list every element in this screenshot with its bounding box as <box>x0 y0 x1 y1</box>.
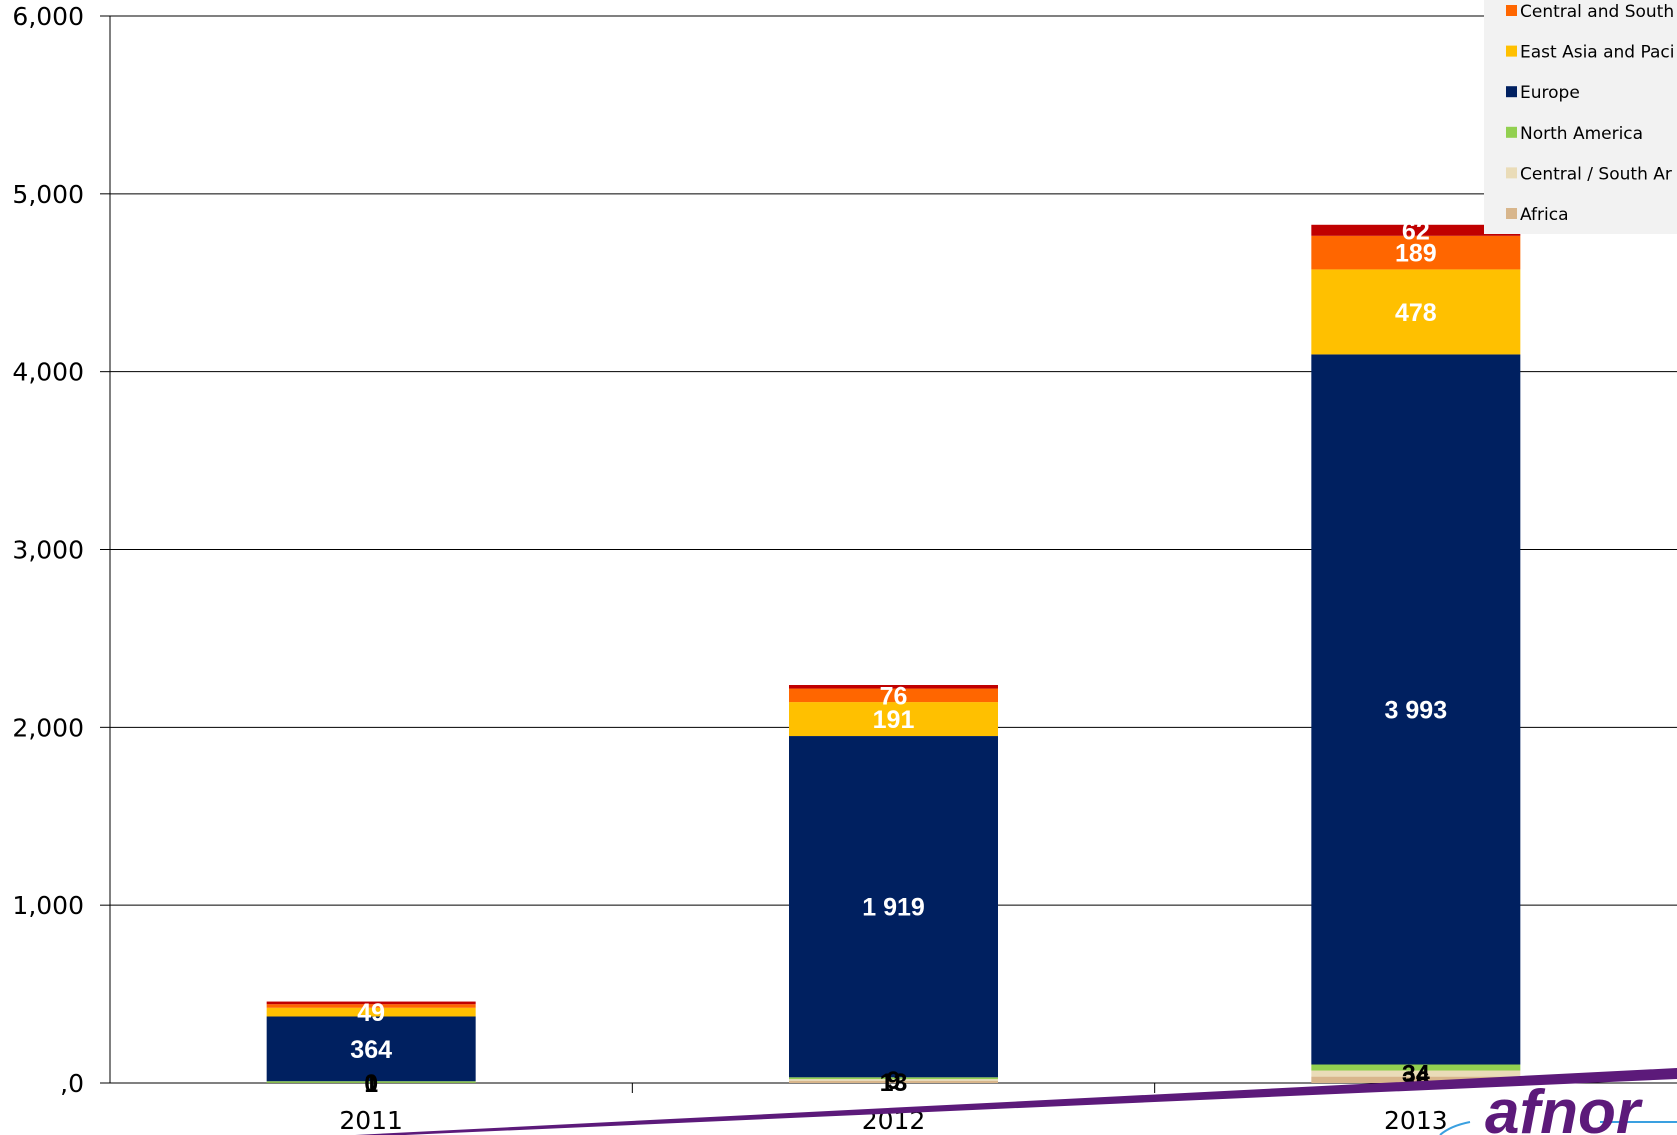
bar-segment <box>266 1004 476 1008</box>
afnor-logo: afnor <box>1485 1078 1643 1135</box>
x-tick-label: 2011 <box>339 1106 403 1135</box>
data-label: 1 <box>364 1070 378 1098</box>
bar-segment <box>1311 269 1521 355</box>
data-label: 478 <box>1395 299 1437 327</box>
data-label: 9 <box>887 1067 901 1095</box>
data-label: 62 <box>1402 217 1430 245</box>
bar-segment <box>789 1077 998 1080</box>
legend-swatch <box>1506 126 1517 138</box>
y-tick-label: 4,000 <box>12 358 84 387</box>
legend: Central and South East Asia and Paci Europ… <box>1484 0 1677 234</box>
y-tick-label: ,0 <box>60 1069 84 1098</box>
legend-swatch <box>1506 167 1517 179</box>
data-label: 0 <box>364 1070 378 1098</box>
bar-segment <box>1311 354 1521 1065</box>
y-tick-label: 1,000 <box>12 891 84 920</box>
decorative-swoosh <box>355 1068 1677 1135</box>
bar-segment <box>266 1001 476 1005</box>
swoosh-band <box>355 1068 1677 1135</box>
y-tick-label: 6,000 <box>12 2 84 31</box>
y-tick-label: 2,000 <box>12 713 84 742</box>
y-tick-label: 3,000 <box>12 536 84 565</box>
legend-swatch <box>1506 5 1517 16</box>
bar-segment <box>266 1007 476 1017</box>
bar-segment <box>266 1081 476 1083</box>
legend-entry: Africa <box>1520 205 1569 225</box>
swoosh-blue-line <box>1439 1121 1471 1135</box>
bars <box>266 224 1521 1083</box>
data-label: 76 <box>880 682 908 710</box>
bar-segment <box>1311 1076 1521 1083</box>
bar-segment <box>1311 1070 1521 1077</box>
bar-segment <box>1311 235 1521 270</box>
data-label: 49 <box>357 999 385 1027</box>
bar-segment <box>789 1079 998 1081</box>
data-label: 13 <box>880 1069 908 1097</box>
legend-box <box>1484 0 1677 234</box>
legend-entry: Europe <box>1520 83 1580 103</box>
y-tick-label: 5,000 <box>12 180 84 209</box>
bar-segment <box>789 1080 998 1083</box>
bar-segment <box>1311 224 1521 236</box>
legend-swatch <box>1506 86 1517 98</box>
data-label: 1 919 <box>862 894 925 922</box>
bar-segment <box>789 685 998 689</box>
legend-entry: Central and South <box>1520 2 1674 22</box>
data-label: 364 <box>350 1036 392 1064</box>
bar-segment <box>789 702 998 737</box>
bar-segment <box>266 1016 476 1082</box>
legend-swatch <box>1506 208 1517 219</box>
legend-entry: Central / South Ar <box>1520 164 1672 184</box>
legend-entry: East Asia and Paci <box>1520 43 1674 63</box>
data-label: 3 993 <box>1385 696 1448 724</box>
bar-segment <box>789 736 998 1078</box>
bar-segment <box>789 688 998 703</box>
legend-swatch <box>1506 45 1517 57</box>
x-tick-label: 2013 <box>1384 1106 1448 1135</box>
bar-segment <box>1311 1064 1521 1071</box>
data-label: 189 <box>1395 240 1437 268</box>
legend-entry: North America <box>1520 124 1643 144</box>
data-label: 191 <box>873 706 915 734</box>
